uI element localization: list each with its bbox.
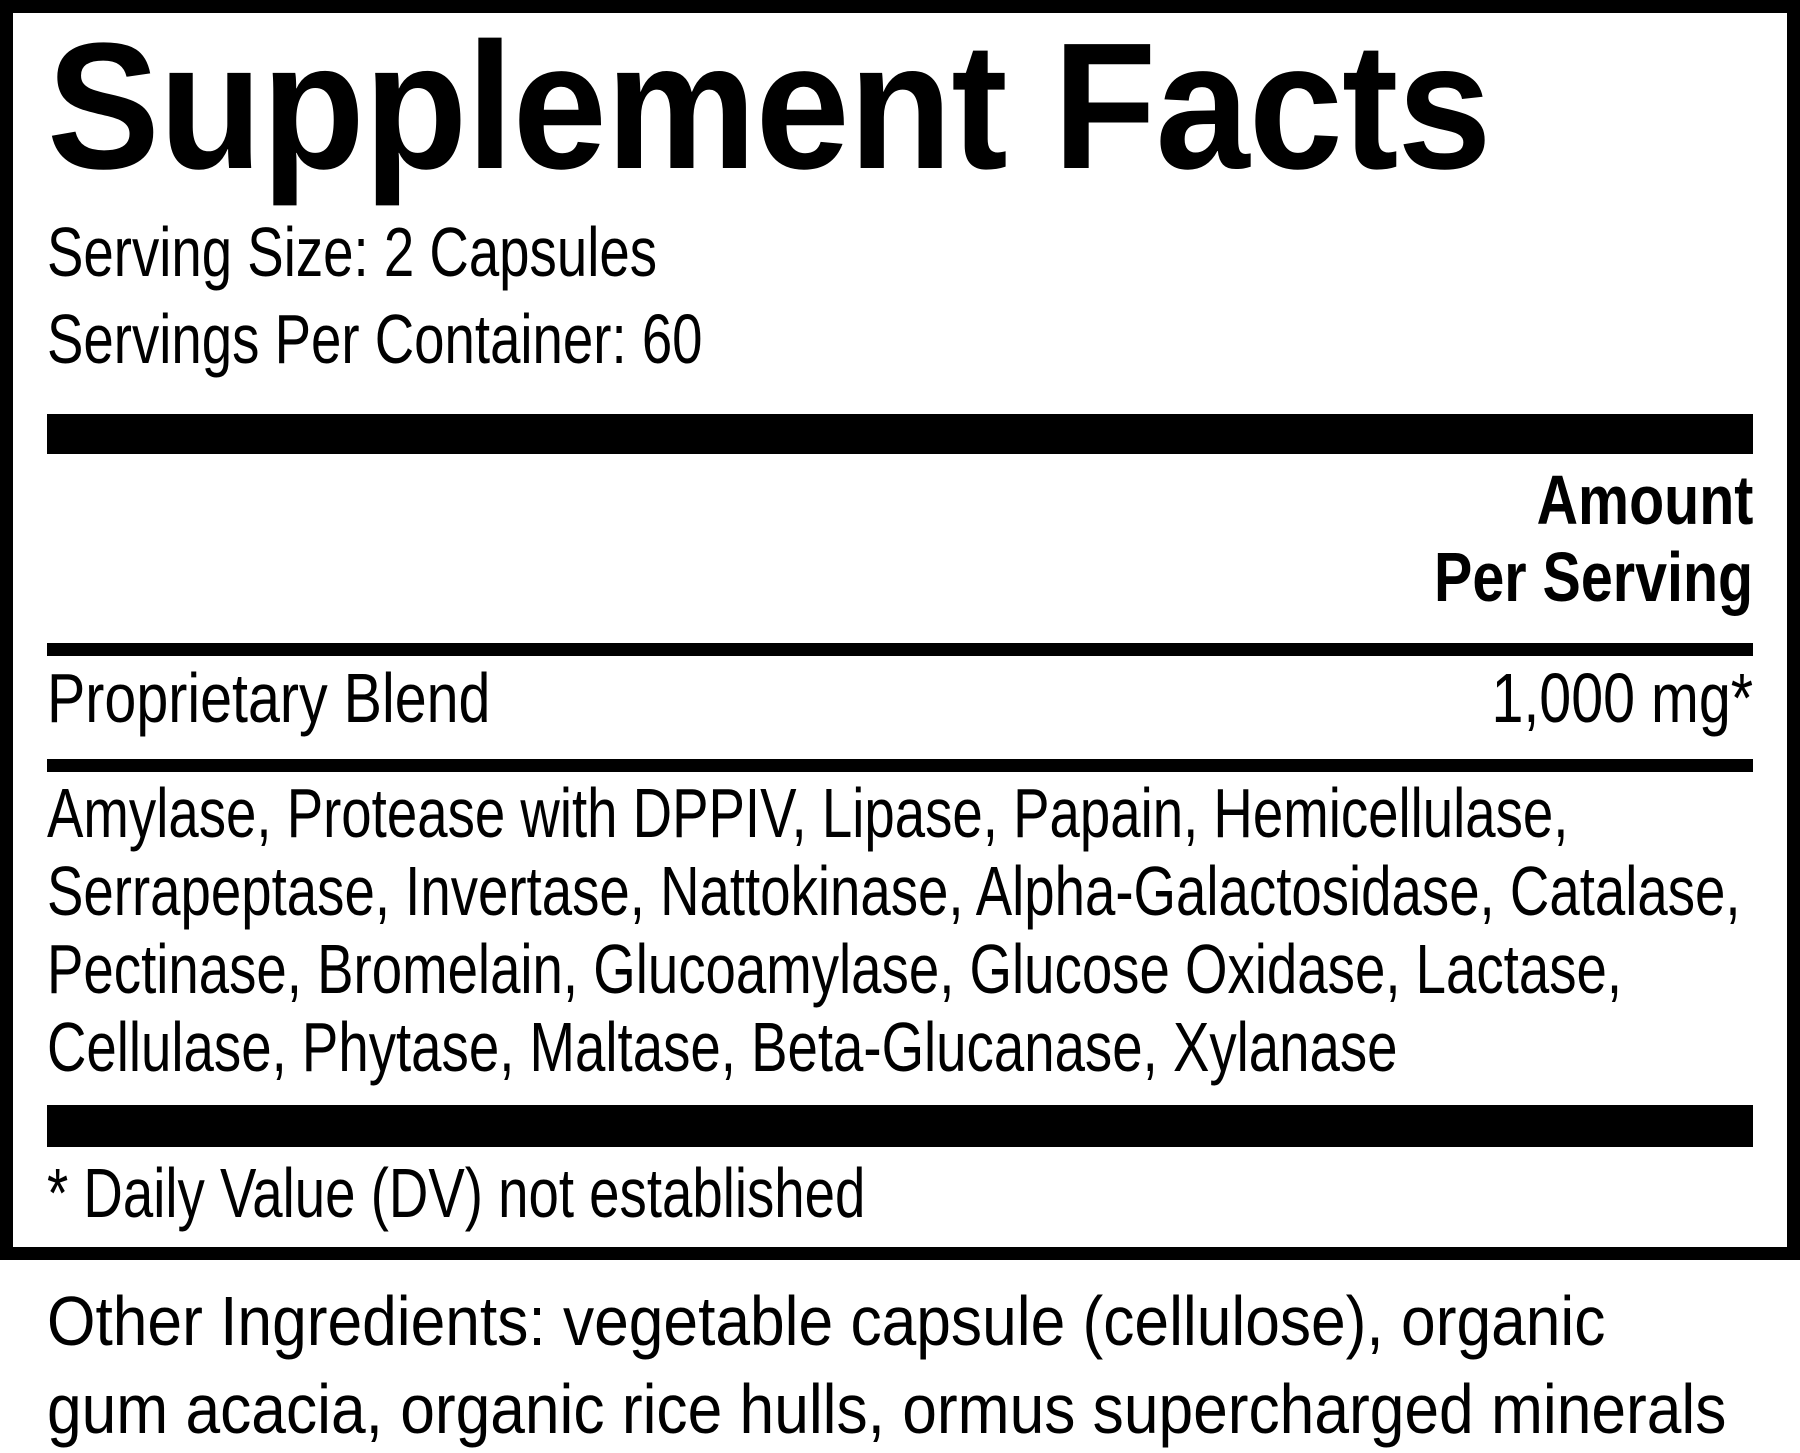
ingredient-line: Cellulase, Phytase, Maltase, Beta-Glucan… bbox=[47, 1008, 1398, 1086]
dv-footnote: * Daily Value (DV) not established bbox=[47, 1154, 866, 1232]
thick-divider-top bbox=[47, 414, 1753, 454]
blend-name: Proprietary Blend bbox=[47, 659, 491, 737]
panel-title: Supplement Facts bbox=[47, 14, 1753, 199]
thick-divider-bottom bbox=[47, 1105, 1753, 1147]
serving-size-text: Serving Size: 2 Capsules bbox=[47, 213, 658, 291]
ingredient-line: Pectinase, Bromelain, Glucoamylase, Gluc… bbox=[47, 930, 1623, 1008]
ingredient-line: Serrapeptase, Invertase, Nattokinase, Al… bbox=[47, 852, 1741, 930]
other-ingredients-line: gum acacia, organic rice hulls, ormus su… bbox=[47, 1370, 1727, 1448]
servings-per-container-text: Servings Per Container: 60 bbox=[47, 300, 703, 378]
thin-divider-below-blend bbox=[47, 759, 1753, 772]
other-ingredients-text: Other Ingredients: vegetable capsule (ce… bbox=[0, 1277, 1800, 1453]
panel-title-text: Supplement Facts bbox=[47, 6, 1492, 207]
amount-header-line-1: Amount bbox=[1536, 461, 1753, 539]
ingredient-line: Amylase, Protease with DPPIV, Lipase, Pa… bbox=[47, 774, 1569, 852]
thin-divider-above-blend bbox=[47, 643, 1753, 656]
blend-amount: 1,000 mg* bbox=[1491, 659, 1753, 737]
blend-ingredients: Amylase, Protease with DPPIV, Lipase, Pa… bbox=[47, 774, 1753, 1086]
proprietary-blend-row: Proprietary Blend 1,000 mg* bbox=[47, 663, 1753, 733]
supplement-facts-panel: Supplement Facts Serving Size: 2 Capsule… bbox=[0, 0, 1800, 1260]
amount-header-line-2: Per Serving bbox=[1433, 538, 1753, 616]
other-ingredients-line: Other Ingredients: vegetable capsule (ce… bbox=[47, 1282, 1606, 1360]
amount-per-serving-header: Amount Per Serving bbox=[47, 462, 1753, 616]
